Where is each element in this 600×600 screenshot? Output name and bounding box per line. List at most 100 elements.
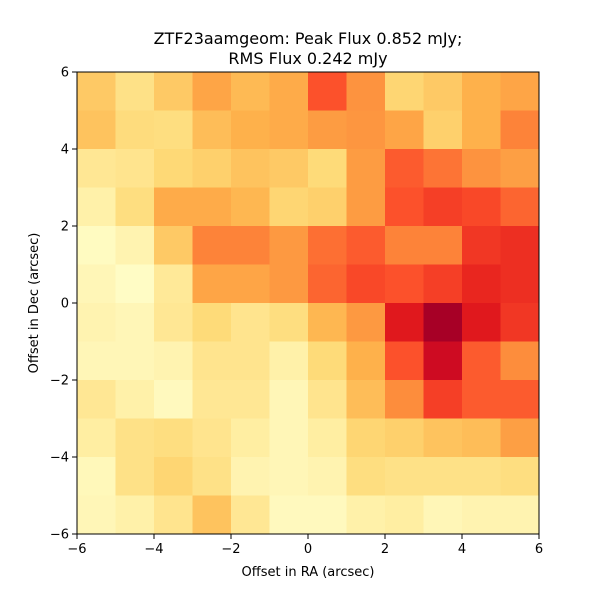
heatmap-cell <box>308 303 347 342</box>
heatmap-cell <box>77 380 116 419</box>
heatmap-cell <box>308 226 347 265</box>
heatmap-cell <box>231 187 270 227</box>
heatmap-cell <box>192 149 232 188</box>
heatmap-cell <box>154 495 193 535</box>
heatmap-cell <box>500 341 540 381</box>
y-tick-label: −2 <box>50 374 69 389</box>
heatmap-cell <box>77 495 116 535</box>
heatmap-cell <box>269 418 309 458</box>
heatmap-cell <box>154 226 193 265</box>
heatmap-cell <box>308 457 347 496</box>
heatmap-cell <box>154 72 193 111</box>
heatmap-cell <box>231 380 270 419</box>
y-tick-label: 2 <box>61 220 69 235</box>
heatmap-cell <box>423 495 463 535</box>
heatmap-cell <box>346 341 386 381</box>
heatmap-cell <box>385 303 424 342</box>
heatmap-cell <box>500 264 540 304</box>
heatmap-cell <box>231 303 270 342</box>
heatmap-cell <box>462 187 501 227</box>
heatmap-cell <box>308 341 347 381</box>
heatmap-cell <box>77 72 116 111</box>
heatmap-cell <box>115 264 155 304</box>
heatmap-cell <box>385 226 424 265</box>
x-tick-label: 4 <box>458 542 466 557</box>
heatmap-cell <box>192 264 232 304</box>
heatmap-cell <box>423 149 463 188</box>
heatmap-cell <box>346 187 386 227</box>
heatmap-cell <box>462 72 501 111</box>
heatmap-cell <box>308 149 347 188</box>
heatmap-cell <box>269 341 309 381</box>
heatmap-cell <box>500 226 540 265</box>
heatmap-cell <box>192 495 232 535</box>
heatmap-cell <box>192 110 232 150</box>
heatmap-cell <box>346 418 386 458</box>
heatmap-cell <box>462 341 501 381</box>
y-axis: −6 −4 −2 0 2 4 6 <box>50 66 77 543</box>
heatmap-cell <box>154 303 193 342</box>
heatmap-cell <box>385 457 424 496</box>
heatmap-cell <box>500 303 540 342</box>
heatmap-cell <box>385 149 424 188</box>
heatmap-cell <box>192 226 232 265</box>
y-tick-label: 6 <box>61 66 69 81</box>
y-tick-label: −6 <box>50 528 69 543</box>
heatmap-cell <box>500 457 540 496</box>
heatmap-cell <box>385 418 424 458</box>
heatmap-cell <box>462 149 501 188</box>
heatmap-cell <box>77 110 116 150</box>
heatmap-cell <box>154 187 193 227</box>
heatmap-cell <box>423 380 463 419</box>
heatmap-cell <box>77 341 116 381</box>
heatmap-cell <box>115 149 155 188</box>
heatmap-cell <box>385 187 424 227</box>
heatmap-cell <box>269 226 309 265</box>
heatmap-cell <box>231 341 270 381</box>
heatmap-cell <box>192 457 232 496</box>
heatmap-cell <box>269 110 309 150</box>
heatmap-cell <box>154 341 193 381</box>
heatmap-cell <box>308 187 347 227</box>
heatmap-cell <box>500 187 540 227</box>
heatmap-cell <box>115 303 155 342</box>
heatmap-cell <box>192 303 232 342</box>
x-axis-label: Offset in RA (arcsec) <box>242 565 375 580</box>
heatmap-cell <box>462 110 501 150</box>
heatmap-cell <box>269 72 309 111</box>
heatmap-cell <box>269 495 309 535</box>
heatmap-cell <box>115 226 155 265</box>
heatmap-cell <box>385 495 424 535</box>
x-tick-label: 6 <box>535 542 543 557</box>
heatmap-cell <box>115 380 155 419</box>
heatmap-cell <box>462 418 501 458</box>
heatmap-cell <box>231 457 270 496</box>
heatmap-cell <box>346 226 386 265</box>
heatmap-cell <box>385 380 424 419</box>
heatmap-cell <box>346 110 386 150</box>
heatmap-cell <box>423 226 463 265</box>
heatmap-cell <box>462 495 501 535</box>
heatmap-cell <box>346 264 386 304</box>
y-tick-label: −4 <box>50 451 69 466</box>
heatmap-cell <box>115 457 155 496</box>
heatmap-cell <box>462 303 501 342</box>
x-tick-label: 0 <box>304 542 312 557</box>
chart-title-line1: ZTF23aamgeom: Peak Flux 0.852 mJy; <box>154 29 463 48</box>
heatmap-cell <box>154 110 193 150</box>
heatmap-cell <box>308 418 347 458</box>
heatmap-cell <box>423 187 463 227</box>
heatmap-cell <box>500 149 540 188</box>
heatmap-cell <box>231 226 270 265</box>
heatmap-cell <box>192 380 232 419</box>
heatmap-cell <box>269 457 309 496</box>
heatmap-cell <box>462 264 501 304</box>
heatmap-cell <box>385 264 424 304</box>
heatmap-cell <box>385 72 424 111</box>
chart-title-line2: RMS Flux 0.242 mJy <box>228 49 387 68</box>
y-tick-label: 4 <box>61 143 69 158</box>
heatmap-cell <box>346 380 386 419</box>
heatmap-cell <box>385 341 424 381</box>
heatmap-cell <box>231 495 270 535</box>
